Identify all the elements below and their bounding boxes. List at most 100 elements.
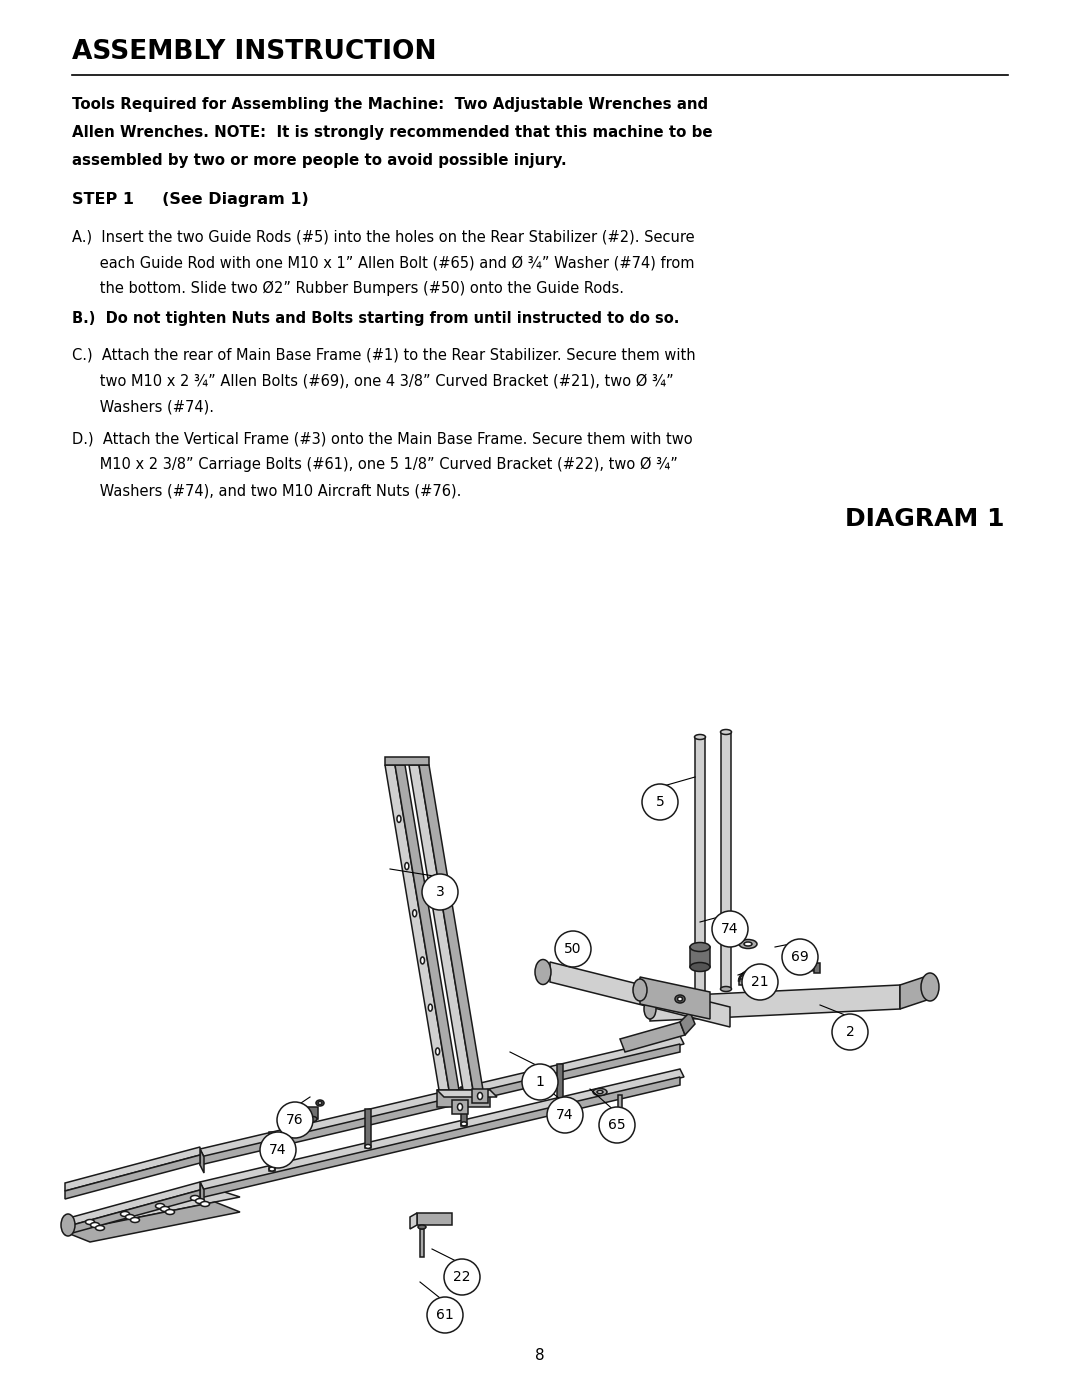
Text: Washers (#74), and two M10 Aircraft Nuts (#76).: Washers (#74), and two M10 Aircraft Nuts…: [72, 483, 461, 497]
Circle shape: [742, 964, 778, 1000]
Ellipse shape: [690, 963, 710, 971]
Circle shape: [832, 1014, 868, 1051]
Circle shape: [444, 1259, 480, 1295]
Polygon shape: [618, 1095, 622, 1112]
Polygon shape: [200, 1182, 204, 1206]
Ellipse shape: [60, 1214, 75, 1236]
Ellipse shape: [316, 1099, 324, 1106]
Circle shape: [260, 1132, 296, 1168]
Ellipse shape: [690, 943, 710, 951]
Ellipse shape: [477, 1092, 483, 1099]
Text: 21: 21: [752, 975, 769, 989]
Ellipse shape: [190, 1196, 200, 1200]
Polygon shape: [420, 1229, 424, 1257]
Circle shape: [599, 1106, 635, 1143]
Ellipse shape: [644, 999, 656, 1018]
Polygon shape: [437, 1090, 490, 1106]
Ellipse shape: [165, 1210, 175, 1214]
Ellipse shape: [195, 1199, 204, 1203]
Ellipse shape: [156, 1203, 164, 1208]
Ellipse shape: [201, 1201, 210, 1207]
Ellipse shape: [131, 1218, 139, 1222]
Ellipse shape: [420, 957, 424, 964]
Polygon shape: [200, 1037, 684, 1157]
Polygon shape: [640, 977, 710, 1018]
Ellipse shape: [95, 1225, 105, 1231]
Polygon shape: [900, 975, 930, 1009]
Polygon shape: [395, 766, 461, 1102]
Ellipse shape: [418, 1225, 426, 1229]
Text: 74: 74: [556, 1108, 573, 1122]
Polygon shape: [696, 738, 705, 999]
Ellipse shape: [694, 996, 705, 1002]
Polygon shape: [65, 1182, 200, 1227]
Polygon shape: [453, 1099, 468, 1113]
Ellipse shape: [461, 1122, 467, 1126]
Polygon shape: [65, 1201, 240, 1242]
Circle shape: [712, 911, 748, 947]
Circle shape: [427, 1296, 463, 1333]
Ellipse shape: [739, 940, 757, 949]
Ellipse shape: [269, 1166, 275, 1171]
Ellipse shape: [675, 995, 685, 1003]
Polygon shape: [308, 1106, 318, 1119]
Ellipse shape: [744, 942, 752, 946]
Text: B.)  Do not tighten Nuts and Bolts starting from until instructed to do so.: B.) Do not tighten Nuts and Bolts starti…: [72, 312, 679, 326]
Polygon shape: [814, 963, 820, 972]
Polygon shape: [620, 1023, 685, 1052]
Polygon shape: [472, 1090, 488, 1104]
Text: each Guide Rod with one M10 x 1” Allen Bolt (#65) and Ø ¾” Washer (#74) from: each Guide Rod with one M10 x 1” Allen B…: [72, 256, 694, 270]
Circle shape: [555, 930, 591, 967]
Text: 2: 2: [846, 1025, 854, 1039]
Polygon shape: [200, 1077, 680, 1199]
Polygon shape: [417, 1213, 453, 1225]
Polygon shape: [557, 1065, 563, 1104]
Ellipse shape: [720, 729, 731, 735]
Polygon shape: [65, 1189, 240, 1227]
Ellipse shape: [365, 1144, 372, 1148]
Ellipse shape: [435, 1048, 440, 1055]
Text: STEP 1     (See Diagram 1): STEP 1 (See Diagram 1): [72, 191, 309, 207]
Circle shape: [276, 1102, 313, 1139]
Polygon shape: [269, 1132, 275, 1171]
Ellipse shape: [557, 1099, 563, 1104]
Ellipse shape: [397, 816, 401, 823]
Polygon shape: [200, 1069, 684, 1190]
Polygon shape: [200, 1044, 680, 1165]
Polygon shape: [65, 1189, 215, 1232]
Ellipse shape: [597, 1091, 603, 1094]
Text: two M10 x 2 ¾” Allen Bolts (#69), one 4 3/8” Curved Bracket (#21), two Ø ¾”: two M10 x 2 ¾” Allen Bolts (#69), one 4 …: [72, 373, 674, 388]
Text: DIAGRAM 1: DIAGRAM 1: [845, 507, 1004, 531]
Ellipse shape: [677, 997, 683, 1002]
Polygon shape: [789, 961, 814, 971]
Text: 8: 8: [536, 1348, 544, 1362]
Polygon shape: [384, 766, 451, 1102]
Ellipse shape: [405, 862, 409, 869]
Ellipse shape: [694, 735, 705, 739]
Circle shape: [642, 784, 678, 820]
Circle shape: [782, 939, 818, 975]
Ellipse shape: [615, 1112, 621, 1116]
Polygon shape: [680, 1011, 696, 1035]
Ellipse shape: [91, 1222, 99, 1228]
Text: C.)  Attach the rear of Main Base Frame (#1) to the Rear Stabilizer. Secure them: C.) Attach the rear of Main Base Frame (…: [72, 346, 696, 362]
Polygon shape: [384, 757, 429, 766]
Text: D.)  Attach the Vertical Frame (#3) onto the Main Base Frame. Secure them with t: D.) Attach the Vertical Frame (#3) onto …: [72, 432, 692, 446]
Text: 50: 50: [564, 942, 582, 956]
Text: Washers (#74).: Washers (#74).: [72, 400, 214, 414]
Polygon shape: [65, 1155, 200, 1199]
Polygon shape: [410, 1213, 417, 1229]
Polygon shape: [739, 979, 771, 985]
Ellipse shape: [85, 1220, 95, 1225]
Ellipse shape: [535, 960, 551, 985]
Polygon shape: [690, 947, 710, 967]
Text: 74: 74: [721, 922, 739, 936]
Polygon shape: [65, 1190, 200, 1235]
Polygon shape: [409, 766, 475, 1102]
Ellipse shape: [458, 1104, 462, 1111]
Ellipse shape: [429, 1004, 432, 1011]
Text: 22: 22: [454, 1270, 471, 1284]
Ellipse shape: [318, 1101, 322, 1105]
Ellipse shape: [413, 909, 417, 916]
Ellipse shape: [161, 1207, 170, 1211]
